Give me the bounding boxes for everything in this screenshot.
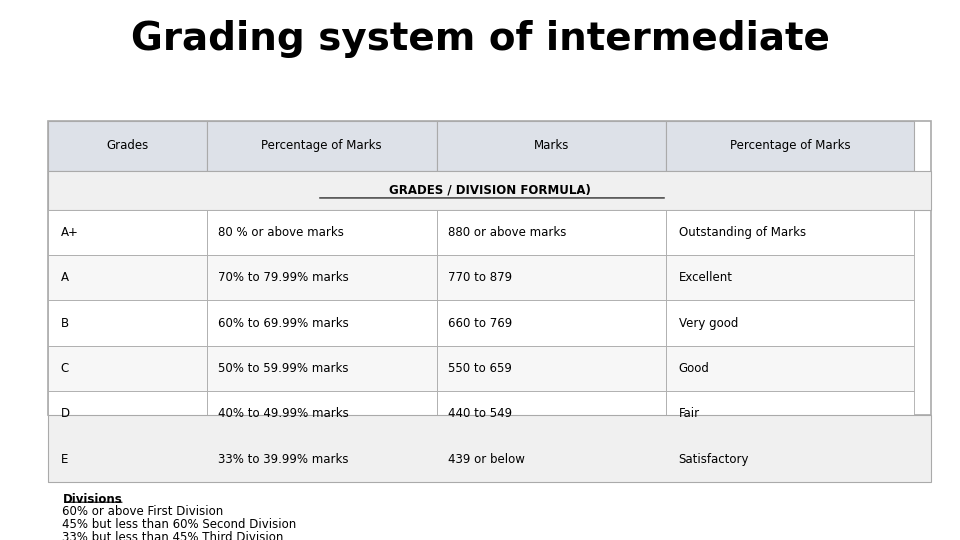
FancyBboxPatch shape [48, 255, 207, 300]
Text: A: A [60, 271, 69, 284]
FancyBboxPatch shape [48, 210, 207, 255]
FancyBboxPatch shape [48, 415, 931, 482]
FancyBboxPatch shape [207, 210, 437, 255]
Text: 50% to 59.99% marks: 50% to 59.99% marks [219, 362, 348, 375]
Text: GRADES / DIVISION FORMULA): GRADES / DIVISION FORMULA) [389, 184, 590, 197]
Text: A+: A+ [60, 226, 79, 239]
Text: Grading system of intermediate: Grading system of intermediate [131, 20, 829, 58]
Text: 33% but less than 45% Third Division: 33% but less than 45% Third Division [62, 531, 284, 540]
Text: 33% to 39.99% marks: 33% to 39.99% marks [219, 453, 348, 465]
Text: Marks: Marks [534, 139, 569, 152]
Text: Grades: Grades [107, 139, 149, 152]
Text: Percentage of Marks: Percentage of Marks [730, 139, 851, 152]
FancyBboxPatch shape [207, 436, 437, 482]
FancyBboxPatch shape [437, 300, 666, 346]
Text: Fair: Fair [679, 407, 700, 420]
FancyBboxPatch shape [207, 255, 437, 300]
Text: 660 to 769: 660 to 769 [448, 316, 513, 329]
FancyBboxPatch shape [666, 255, 914, 300]
Text: 440 to 549: 440 to 549 [448, 407, 513, 420]
Text: 550 to 659: 550 to 659 [448, 362, 512, 375]
FancyBboxPatch shape [207, 391, 437, 436]
FancyBboxPatch shape [48, 346, 207, 391]
Text: E: E [60, 453, 68, 465]
FancyBboxPatch shape [48, 121, 207, 171]
FancyBboxPatch shape [48, 436, 207, 482]
FancyBboxPatch shape [48, 300, 207, 346]
FancyBboxPatch shape [207, 300, 437, 346]
Text: Percentage of Marks: Percentage of Marks [261, 139, 382, 152]
FancyBboxPatch shape [666, 300, 914, 346]
Text: 770 to 879: 770 to 879 [448, 271, 513, 284]
FancyBboxPatch shape [437, 210, 666, 255]
Text: 60% to 69.99% marks: 60% to 69.99% marks [219, 316, 349, 329]
FancyBboxPatch shape [437, 391, 666, 436]
Text: 40% to 49.99% marks: 40% to 49.99% marks [219, 407, 349, 420]
FancyBboxPatch shape [437, 121, 666, 171]
Text: C: C [60, 362, 69, 375]
FancyBboxPatch shape [666, 391, 914, 436]
FancyBboxPatch shape [48, 171, 931, 210]
Text: Outstanding of Marks: Outstanding of Marks [679, 226, 805, 239]
Text: Very good: Very good [679, 316, 738, 329]
Text: D: D [60, 407, 70, 420]
Text: 439 or below: 439 or below [448, 453, 525, 465]
FancyBboxPatch shape [48, 391, 207, 436]
FancyBboxPatch shape [666, 210, 914, 255]
FancyBboxPatch shape [666, 436, 914, 482]
FancyBboxPatch shape [437, 436, 666, 482]
Text: B: B [60, 316, 69, 329]
FancyBboxPatch shape [207, 121, 437, 171]
Text: 80 % or above marks: 80 % or above marks [219, 226, 345, 239]
Text: Good: Good [679, 362, 709, 375]
Text: 880 or above marks: 880 or above marks [448, 226, 566, 239]
Text: 60% or above First Division: 60% or above First Division [62, 505, 224, 518]
FancyBboxPatch shape [666, 121, 914, 171]
FancyBboxPatch shape [437, 346, 666, 391]
FancyBboxPatch shape [207, 346, 437, 391]
Text: 45% but less than 60% Second Division: 45% but less than 60% Second Division [62, 518, 297, 531]
Text: Excellent: Excellent [679, 271, 732, 284]
FancyBboxPatch shape [437, 255, 666, 300]
FancyBboxPatch shape [666, 346, 914, 391]
Text: Satisfactory: Satisfactory [679, 453, 749, 465]
Text: Divisions: Divisions [62, 492, 122, 505]
Text: 70% to 79.99% marks: 70% to 79.99% marks [219, 271, 349, 284]
